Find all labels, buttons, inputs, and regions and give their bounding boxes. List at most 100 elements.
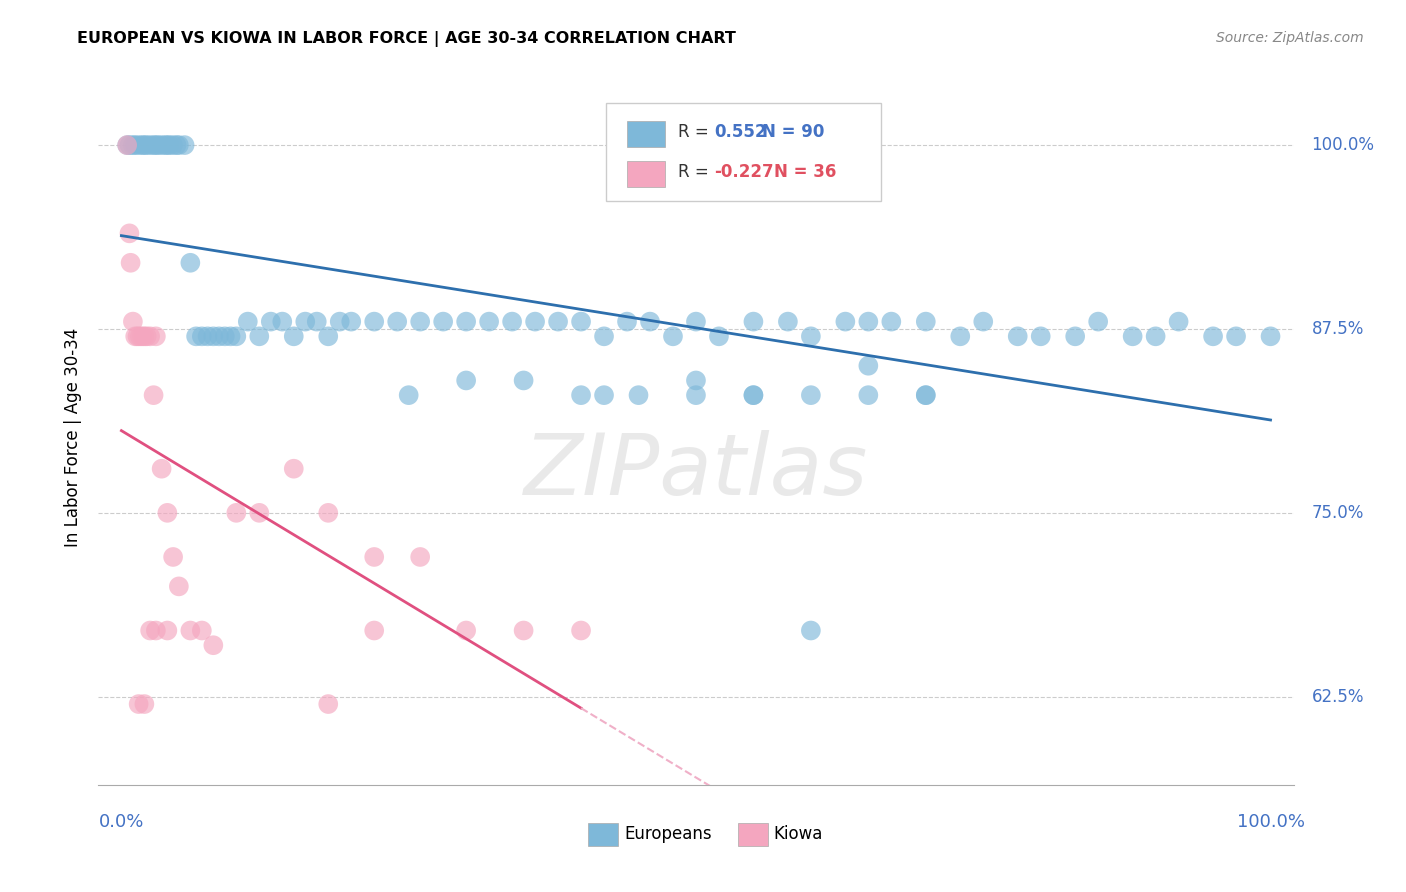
Point xyxy=(512,624,534,638)
Point xyxy=(1144,329,1167,343)
Point xyxy=(139,138,162,153)
Point xyxy=(247,329,270,343)
Point xyxy=(134,329,156,343)
Point xyxy=(260,315,283,329)
Point xyxy=(593,329,616,343)
Text: N = 90: N = 90 xyxy=(762,123,824,141)
Point xyxy=(569,315,592,329)
Point xyxy=(1260,329,1282,343)
Point xyxy=(115,138,138,153)
Text: -0.227: -0.227 xyxy=(714,162,773,181)
Point xyxy=(409,315,432,329)
Text: R =: R = xyxy=(678,162,714,181)
Point xyxy=(128,697,150,711)
Point xyxy=(283,329,305,343)
Point xyxy=(880,315,903,329)
Point xyxy=(225,506,247,520)
Text: 62.5%: 62.5% xyxy=(1312,688,1364,706)
Point xyxy=(456,374,478,388)
Text: N = 36: N = 36 xyxy=(773,162,837,181)
Point xyxy=(858,359,880,373)
Point xyxy=(385,315,409,329)
Point xyxy=(456,315,478,329)
Point xyxy=(191,624,214,638)
Text: ZIPatlas: ZIPatlas xyxy=(524,430,868,514)
Point xyxy=(162,549,184,564)
Point xyxy=(858,388,880,402)
Point xyxy=(124,138,146,153)
Point xyxy=(179,256,201,270)
Point xyxy=(131,329,153,343)
Point xyxy=(115,138,138,153)
Point xyxy=(184,329,207,343)
Point xyxy=(131,138,153,153)
Point xyxy=(316,697,339,711)
Point xyxy=(208,329,231,343)
Text: 0.552: 0.552 xyxy=(714,123,766,141)
Point xyxy=(225,329,247,343)
Point xyxy=(236,315,259,329)
Point xyxy=(858,315,880,329)
Point xyxy=(139,329,162,343)
Text: 75.0%: 75.0% xyxy=(1312,504,1364,522)
Point xyxy=(214,329,236,343)
FancyBboxPatch shape xyxy=(738,823,768,847)
Point xyxy=(118,138,141,153)
Point xyxy=(166,138,188,153)
Point xyxy=(800,329,823,343)
Point xyxy=(148,138,170,153)
Point xyxy=(271,315,294,329)
Point xyxy=(150,461,173,475)
Point xyxy=(685,388,707,402)
Point xyxy=(179,624,201,638)
Point xyxy=(409,549,432,564)
Point xyxy=(162,138,184,153)
Point xyxy=(197,329,219,343)
Point xyxy=(139,624,162,638)
Point xyxy=(800,624,823,638)
Point xyxy=(219,329,242,343)
Point xyxy=(294,315,316,329)
Point xyxy=(135,329,157,343)
Point xyxy=(742,315,765,329)
Point xyxy=(202,329,225,343)
Point xyxy=(914,388,936,402)
Point xyxy=(593,388,616,402)
Point xyxy=(1064,329,1087,343)
Point xyxy=(134,697,156,711)
Point xyxy=(662,329,685,343)
Point xyxy=(1087,315,1109,329)
Text: 0.0%: 0.0% xyxy=(98,813,143,830)
Point xyxy=(134,138,156,153)
Text: Kiowa: Kiowa xyxy=(773,825,823,843)
FancyBboxPatch shape xyxy=(627,161,665,187)
Point xyxy=(914,315,936,329)
Point xyxy=(173,138,195,153)
Point xyxy=(501,315,523,329)
Text: Source: ZipAtlas.com: Source: ZipAtlas.com xyxy=(1216,31,1364,45)
Point xyxy=(150,138,173,153)
Point xyxy=(800,388,823,402)
Point xyxy=(834,315,856,329)
Point xyxy=(118,227,141,241)
Point xyxy=(512,374,534,388)
Point xyxy=(638,315,661,329)
Point xyxy=(569,624,592,638)
Point xyxy=(156,138,179,153)
Point xyxy=(135,138,157,153)
Point xyxy=(363,624,385,638)
Point xyxy=(914,388,936,402)
Point xyxy=(776,315,799,329)
Point xyxy=(329,315,352,329)
Point xyxy=(305,315,328,329)
Point xyxy=(122,315,145,329)
Text: EUROPEAN VS KIOWA IN LABOR FORCE | AGE 30-34 CORRELATION CHART: EUROPEAN VS KIOWA IN LABOR FORCE | AGE 3… xyxy=(77,31,737,47)
Point xyxy=(456,624,478,638)
Point xyxy=(156,624,179,638)
Point xyxy=(159,138,181,153)
Point xyxy=(363,549,385,564)
Text: 87.5%: 87.5% xyxy=(1312,320,1364,338)
Point xyxy=(202,638,225,652)
Point xyxy=(145,138,167,153)
FancyBboxPatch shape xyxy=(627,120,665,147)
